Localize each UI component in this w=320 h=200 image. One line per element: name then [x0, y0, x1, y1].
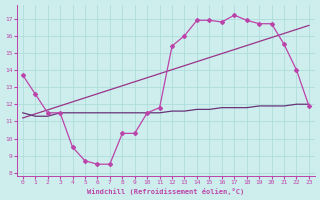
X-axis label: Windchill (Refroidissement éolien,°C): Windchill (Refroidissement éolien,°C): [87, 188, 244, 195]
